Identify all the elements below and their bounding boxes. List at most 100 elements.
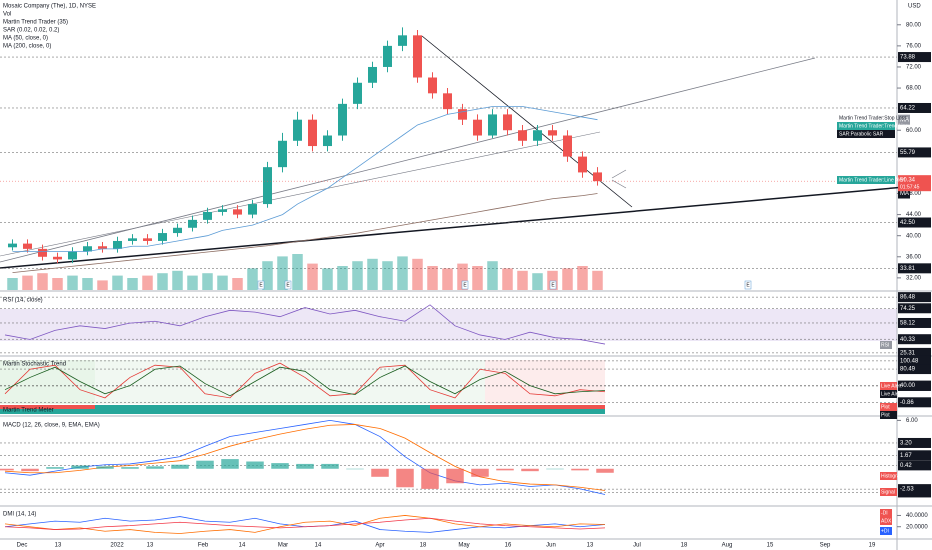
- indicator-line: [4, 420, 606, 495]
- trend-meter: [430, 405, 605, 409]
- price-badge: [898, 437, 931, 448]
- y-tick-label: 44.00: [906, 212, 922, 218]
- price-badge-label: 40.33: [900, 337, 916, 343]
- candle-body: [293, 119, 302, 141]
- price-badge-label: 33.81: [900, 266, 916, 272]
- histogram-bar: [96, 466, 114, 469]
- histogram-bar: [396, 468, 414, 488]
- price-badge: [898, 347, 931, 358]
- price-badge-label: 40.00: [900, 383, 916, 389]
- x-tick-label: May: [458, 543, 469, 549]
- chart-title: Mosaic Company (The), 1D, NYSE: [3, 4, 96, 10]
- volume-bar: [127, 278, 138, 290]
- volume-bar: [517, 270, 528, 290]
- volume-bar: [172, 270, 183, 290]
- annotation-bg: [837, 176, 895, 184]
- volume-bar: [97, 280, 108, 290]
- event-marker: E: [551, 282, 555, 288]
- x-tick-label: 13: [587, 543, 594, 549]
- price-badge-label: -2.53: [900, 487, 914, 493]
- x-tick-label: 16: [505, 543, 512, 549]
- candle-body: [98, 246, 107, 249]
- indicator-line: [4, 362, 606, 399]
- panel-title: MACD (12, 26, close, 9, EMA, EMA): [3, 423, 100, 429]
- candle-body: [23, 243, 32, 249]
- event-marker: E: [463, 282, 467, 288]
- volume-bar: [562, 268, 573, 290]
- legend-item: Vol: [3, 12, 11, 18]
- annotation-bg: [837, 130, 895, 138]
- ma-badge-label: MA: [900, 191, 909, 197]
- price-badge-label: 86.48: [900, 295, 916, 301]
- price-badge: [898, 484, 931, 495]
- moving-average: [12, 193, 598, 273]
- tag: Histogram: [881, 473, 904, 479]
- y-tick-label: 48.00: [906, 191, 922, 197]
- tag-bg: [880, 509, 892, 517]
- y-tick-label: 68.00: [906, 86, 922, 92]
- volume-bar: [397, 256, 408, 290]
- event-marker-bg: [284, 280, 292, 290]
- y-tick-label: 6.00: [906, 418, 918, 424]
- x-tick-label: 15: [767, 543, 774, 549]
- price-badge: [898, 450, 931, 461]
- price-badge: [898, 397, 931, 408]
- price-badge-label: 64.22: [900, 106, 916, 112]
- candle-body: [53, 256, 62, 260]
- tag: ADX: [881, 518, 892, 524]
- histogram-bar: [421, 468, 439, 489]
- volume-bar: [7, 278, 18, 290]
- volume-bar: [247, 268, 258, 290]
- volume-bar: [427, 266, 438, 290]
- candle-body: [248, 204, 257, 215]
- candle-body: [368, 66, 377, 83]
- histogram-bar: [496, 468, 514, 471]
- price-badge-label: -0.86: [900, 400, 914, 406]
- projection-arrow: [611, 169, 627, 189]
- candle-body: [83, 246, 92, 252]
- candle-body: [173, 227, 182, 234]
- tag: Signal: [881, 489, 895, 495]
- annotation: Martin Trend Trader:Trend Line: [839, 123, 908, 129]
- trend-meter: [0, 405, 605, 414]
- price-badge: [898, 52, 931, 63]
- price-badge: [898, 147, 931, 158]
- indicator-line: [4, 517, 606, 530]
- price-badge-label: 74.25: [900, 306, 916, 312]
- event-marker: E: [259, 282, 263, 288]
- histogram-bar: [246, 461, 264, 469]
- volume-bar: [67, 275, 78, 290]
- candle-body: [443, 93, 452, 110]
- y-tick-label: 72.00: [906, 65, 922, 71]
- x-tick-label: Jul: [633, 543, 641, 549]
- volume-bar: [367, 258, 378, 290]
- histogram-bar: [71, 465, 89, 469]
- stoch-bg: [95, 360, 485, 404]
- candle-body: [143, 238, 152, 241]
- volume-bar: [82, 278, 93, 290]
- event-marker-bg: [744, 280, 752, 290]
- tag: -DI: [881, 510, 888, 516]
- volume-bar: [337, 266, 348, 290]
- candle-body: [38, 248, 47, 257]
- candle-body: [8, 243, 17, 248]
- candle-body: [68, 251, 77, 260]
- price-badge-label: 3.20: [900, 441, 912, 447]
- x-tick-label: 19: [869, 543, 876, 549]
- event-marker: E: [286, 282, 290, 288]
- candle-body: [548, 130, 557, 136]
- candle-body: [593, 172, 602, 182]
- ma-badge: [898, 114, 910, 125]
- candle-body: [113, 240, 122, 249]
- volume-bar: [487, 261, 498, 290]
- panel-title: Martin Stochastic Trend: [3, 362, 66, 368]
- tag-bg: [880, 488, 897, 496]
- volume-bar: [112, 275, 123, 290]
- volume-bar: [382, 261, 393, 290]
- volume-bar: [22, 275, 33, 290]
- tag: RSI: [881, 342, 889, 348]
- histogram-bar: [146, 466, 164, 469]
- tag-bg: [880, 517, 892, 525]
- y-tick-label: 36.00: [906, 254, 922, 260]
